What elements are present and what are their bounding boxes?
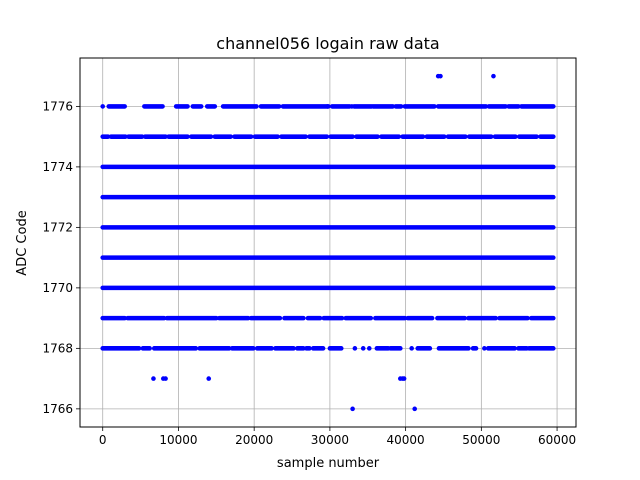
x-axis-label: sample number [277,456,380,471]
y-tick-label: 1770 [42,281,73,295]
data-point [349,104,355,109]
y-tick-label: 1774 [42,160,73,174]
data-point [491,73,496,79]
data-point [438,73,443,79]
x-tick-label: 30000 [311,433,349,447]
data-point [350,406,355,412]
data-point [325,104,330,109]
data-point [100,104,106,109]
y-tick-label: 1776 [42,99,73,113]
data-point [366,346,372,351]
axis-ticks: 0 10000 20000 30000 40000 50000 60000 1766 1768 1… [42,99,576,447]
x-tick-label: 60000 [538,433,576,447]
x-tick-label: 50000 [462,433,500,447]
x-tick-label: 10000 [159,433,197,447]
data-point [206,376,212,381]
y-axis-label: ADC Code [15,210,30,275]
data-point [409,346,414,351]
y-tick-label: 1772 [42,220,73,234]
data-point [482,346,487,351]
data-point [360,346,366,351]
data-point [163,376,168,381]
data-point [401,376,407,381]
x-tick-label: 20000 [235,433,273,447]
chart-title: channel056 logain raw data [216,34,439,53]
y-tick-label: 1768 [42,341,73,355]
y-tick-label: 1766 [42,402,73,416]
x-tick-label: 40000 [387,433,425,447]
data-points [100,73,556,412]
data-point [352,346,358,351]
x-tick-label: 0 [99,433,107,447]
data-point [151,376,156,381]
plot-frame [79,57,577,428]
data-point [412,406,418,412]
